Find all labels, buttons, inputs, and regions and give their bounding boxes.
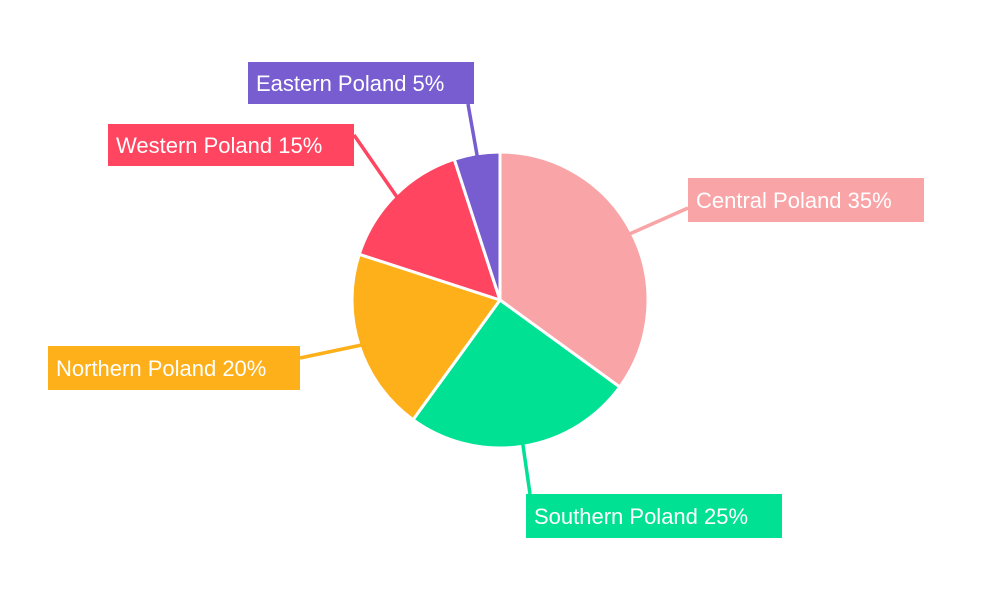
label-text-central-poland: Central Poland 35% [696, 188, 892, 213]
label-text-western-poland: Western Poland 15% [116, 133, 322, 158]
leader-line-northern-poland [299, 343, 362, 360]
label-text-southern-poland: Southern Poland 25% [534, 504, 748, 529]
label-box-eastern-poland [248, 62, 474, 104]
leader-lines-layer [299, 103, 689, 495]
label-box-central-poland [688, 178, 924, 222]
slice-label-eastern-poland: Eastern Poland 5% [248, 62, 474, 104]
slices-layer [350, 150, 650, 450]
slice-label-southern-poland: Southern Poland 25% [526, 494, 782, 538]
labels-layer: Central Poland 35% Southern Poland 25% Nor… [48, 62, 924, 538]
slice-label-northern-poland: Northern Poland 20% [48, 346, 300, 390]
slice-label-central-poland: Central Poland 35% [688, 178, 924, 222]
leader-line-eastern-poland [466, 103, 479, 157]
label-text-eastern-poland: Eastern Poland 5% [256, 71, 444, 96]
label-box-western-poland [108, 124, 354, 166]
leader-line-southern-poland [521, 443, 532, 495]
label-text-northern-poland: Northern Poland 20% [56, 356, 266, 381]
leader-line-western-poland [352, 134, 399, 198]
leader-line-central-poland [629, 206, 689, 236]
slice-label-western-poland: Western Poland 15% [108, 124, 354, 166]
label-box-southern-poland [526, 494, 782, 538]
label-box-northern-poland [48, 346, 300, 390]
